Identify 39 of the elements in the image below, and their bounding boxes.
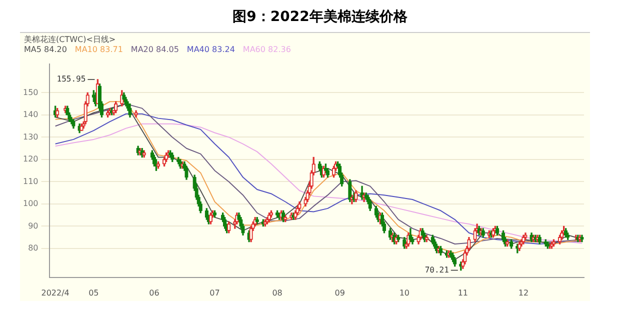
y-tick-label: 140 — [22, 110, 38, 120]
candlestick — [410, 237, 414, 244]
y-tick-label: 130 — [22, 132, 38, 142]
candlestick — [72, 119, 76, 129]
candlestick — [184, 166, 188, 180]
x-tick-label: 12 — [518, 288, 529, 298]
candlestick — [544, 239, 548, 247]
annotation: 70.21 — [424, 265, 450, 274]
x-tick-label: 05 — [88, 288, 99, 298]
y-tick-label: 150 — [22, 88, 38, 97]
chart-subtitle: 美棉花连(CTWC)<日线> — [23, 34, 117, 45]
candlestick — [70, 116, 74, 124]
x-tick-label: 08 — [272, 288, 282, 298]
y-tick-label: 100 — [22, 199, 38, 208]
candlestick — [520, 239, 524, 247]
x-tick-label: 07 — [210, 288, 220, 298]
candlestick — [552, 239, 556, 247]
candlestick — [114, 101, 118, 114]
candlestick — [128, 104, 132, 118]
x-tick-label: 10 — [399, 288, 410, 298]
candlestick — [134, 110, 138, 118]
text: MA10 83.71 — [74, 45, 123, 56]
candlestick — [170, 152, 174, 162]
x-tick-label: 11 — [458, 288, 468, 298]
y-tick-label: 90 — [28, 221, 38, 230]
candlestick — [467, 237, 471, 252]
text: MA20 84.05 — [130, 45, 179, 56]
y-tick-label: 120 — [22, 154, 38, 164]
y-tick-label: 80 — [28, 244, 38, 253]
text: MA5 84.20 — [24, 45, 67, 56]
x-tick-label: 2022/4 — [41, 288, 70, 298]
x-tick-label: 06 — [149, 288, 160, 298]
annotation: 155.95 — [56, 74, 86, 84]
text: MA60 82.36 — [242, 45, 291, 56]
candlestick — [68, 112, 72, 122]
x-tick-label: 09 — [334, 288, 345, 298]
y-tick-label: 110 — [22, 176, 38, 186]
text: MA40 83.24 — [186, 45, 235, 56]
chart-title: 图9：2022年美棉连续价格 — [232, 8, 408, 27]
